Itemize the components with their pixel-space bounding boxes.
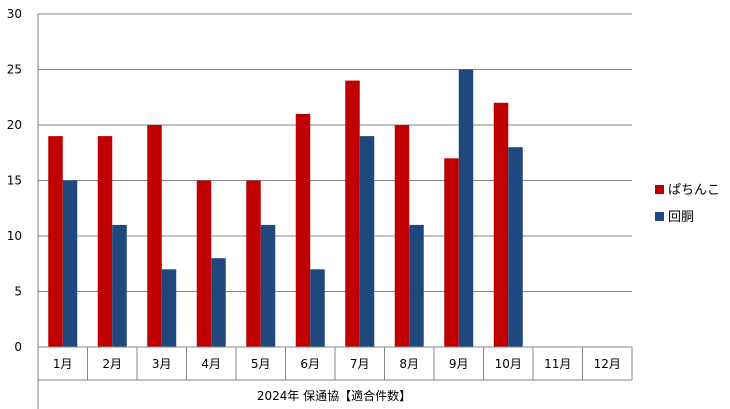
bar-kaido bbox=[458, 69, 474, 347]
bar-pachinko bbox=[147, 125, 162, 347]
legend-swatch bbox=[655, 185, 664, 194]
legend-label: 回胴 bbox=[668, 210, 694, 225]
bar-kaido bbox=[260, 224, 276, 347]
legend-label: ぱちんこ bbox=[668, 183, 720, 198]
y-tick-label: 25 bbox=[7, 63, 22, 77]
grid-lines bbox=[37, 13, 632, 348]
bar-kaido bbox=[508, 147, 523, 347]
x-tick-label: 9月 bbox=[449, 357, 469, 371]
bar-pachinko bbox=[444, 158, 459, 347]
bar-kaido bbox=[310, 269, 325, 347]
y-tick-label: 30 bbox=[7, 7, 22, 21]
x-tick-label: 2月 bbox=[102, 357, 122, 371]
y-tick-label: 10 bbox=[7, 229, 22, 243]
x-axis-title: 2024年 保通協【適合件数】 bbox=[257, 388, 411, 403]
x-tick-label: 10月 bbox=[495, 357, 522, 371]
legend-swatch bbox=[655, 212, 664, 221]
bar-pachinko bbox=[97, 136, 113, 347]
y-tick-label: 0 bbox=[14, 340, 22, 354]
bar-pachinko bbox=[295, 113, 311, 348]
bar-pachinko bbox=[196, 180, 212, 347]
x-tick-label: 11月 bbox=[544, 357, 571, 371]
bar-pachinko bbox=[246, 180, 261, 347]
bar-kaido bbox=[211, 258, 226, 347]
bar-pachinko bbox=[493, 102, 509, 347]
x-tick-label: 8月 bbox=[399, 357, 419, 371]
y-axis-tick-labels: 0 5 10 15 20 25 30 bbox=[7, 7, 22, 354]
y-tick-label: 20 bbox=[7, 118, 22, 132]
x-tick-label: 4月 bbox=[201, 357, 221, 371]
bar-kaido bbox=[359, 136, 375, 347]
y-tick-label: 5 bbox=[14, 285, 22, 299]
bar-kaido bbox=[161, 269, 177, 347]
bar-pachinko bbox=[345, 80, 360, 347]
bar-pachinko bbox=[48, 136, 63, 347]
x-tick-label: 3月 bbox=[152, 357, 172, 371]
bar-pachinko bbox=[394, 125, 410, 347]
y-tick-label: 15 bbox=[7, 174, 22, 188]
bars bbox=[48, 69, 523, 348]
x-tick-label: 12月 bbox=[594, 357, 621, 371]
bar-kaido bbox=[409, 224, 424, 347]
x-tick-label: 1月 bbox=[53, 357, 73, 371]
x-tick-label: 7月 bbox=[350, 357, 370, 371]
x-tick-label: 6月 bbox=[300, 357, 320, 371]
bar-kaido bbox=[62, 180, 78, 347]
x-axis: 1月 2月 3月 4月 5月 6月 7月 8月 9月 10月 11月 12月 bbox=[37, 346, 633, 409]
bar-kaido bbox=[112, 224, 127, 347]
x-tick-label: 5月 bbox=[251, 357, 271, 371]
